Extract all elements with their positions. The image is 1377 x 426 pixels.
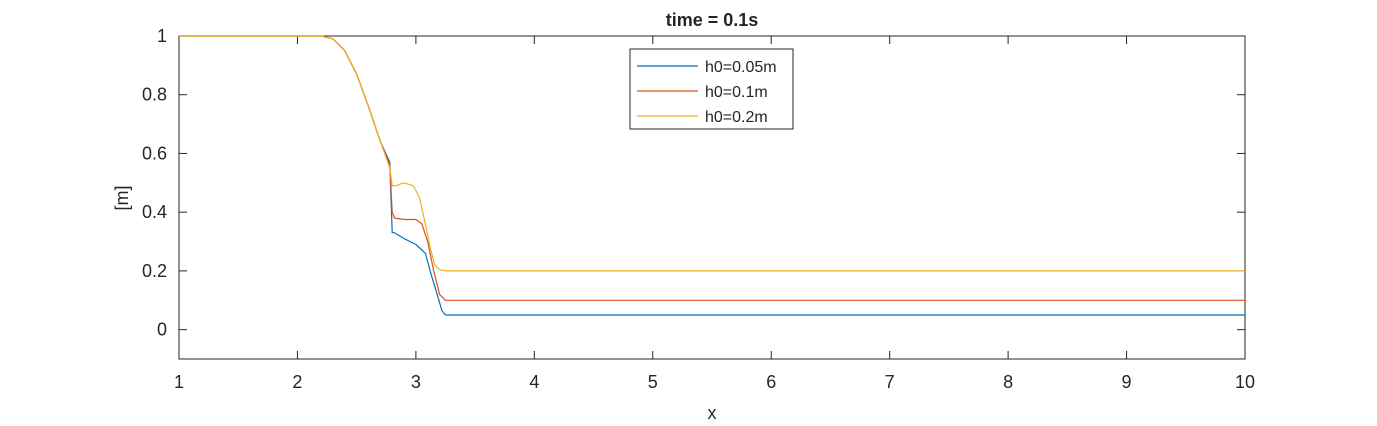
x-tick-label: 5 <box>648 372 658 392</box>
x-tick-label: 8 <box>1003 372 1013 392</box>
axis-ticks: 1 2 3 4 5 6 7 8 9 10 0 0.2 0.4 0.6 0.8 1 <box>142 26 1255 392</box>
y-tick-label: 0.4 <box>142 202 167 222</box>
legend-label: h0=0.1m <box>705 84 768 101</box>
x-tick-label: 2 <box>292 372 302 392</box>
y-tick-label: 0.6 <box>142 143 167 163</box>
y-tick-label: 0.2 <box>142 261 167 281</box>
x-tick-label: 10 <box>1235 372 1255 392</box>
x-tick-label: 6 <box>766 372 776 392</box>
y-tick-label: 0 <box>157 320 167 340</box>
x-axis-label: x <box>708 403 717 423</box>
series-lines <box>179 35 1245 316</box>
y-tick-label: 1 <box>157 26 167 46</box>
x-tick-label: 1 <box>174 372 184 392</box>
series-line <box>179 35 1245 272</box>
x-tick-label: 7 <box>885 372 895 392</box>
x-tick-label: 9 <box>1122 372 1132 392</box>
x-tick-label: 4 <box>529 372 539 392</box>
legend-label: h0=0.05m <box>705 59 777 76</box>
y-axis-label: [m] <box>112 186 132 211</box>
chart-title: time = 0.1s <box>666 10 759 30</box>
x-tick-label: 3 <box>411 372 421 392</box>
y-tick-label: 0.8 <box>142 85 167 105</box>
legend: h0=0.05m h0=0.1m h0=0.2m <box>629 48 794 130</box>
legend-label: h0=0.2m <box>705 109 768 126</box>
